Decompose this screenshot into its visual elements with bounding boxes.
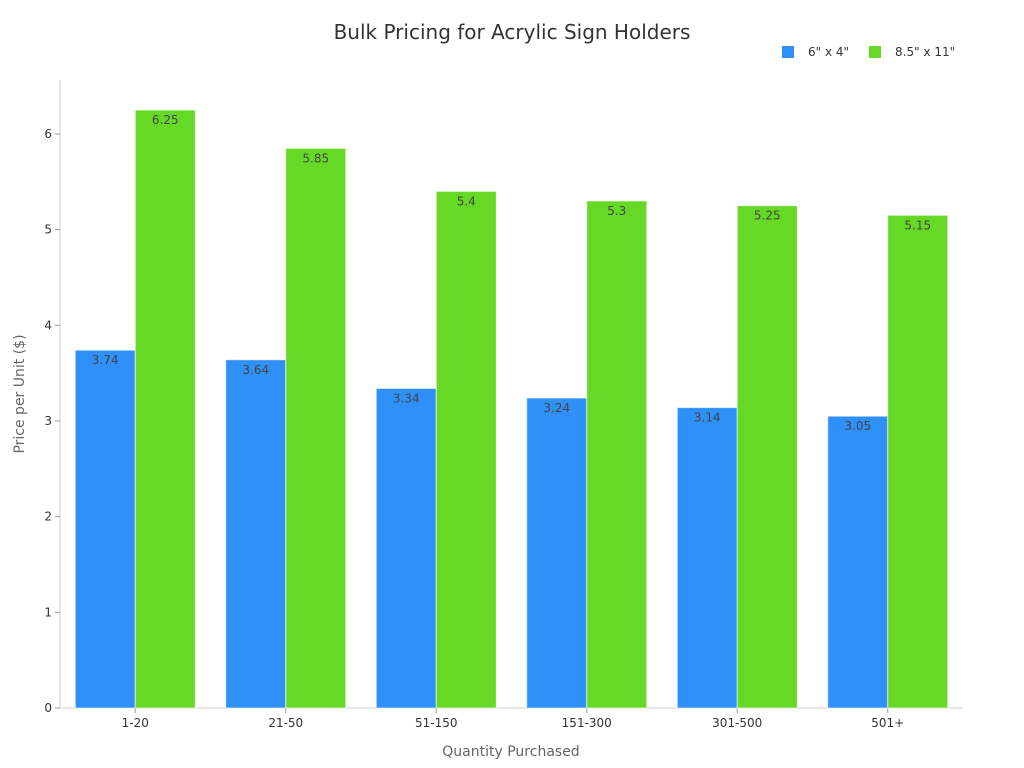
bar-value-label: 3.24 xyxy=(543,401,570,415)
bar-value-label: 5.15 xyxy=(904,218,931,232)
legend-item-8-5x11[interactable]: 8.5" x 11" xyxy=(869,45,955,59)
x-tick-label: 151-300 xyxy=(562,716,612,730)
bar-value-label: 5.3 xyxy=(607,204,626,218)
bar-value-label: 3.74 xyxy=(92,353,119,367)
y-tick-label: 2 xyxy=(44,510,52,524)
bar-small-301-500[interactable] xyxy=(676,407,738,709)
x-tick-label: 21-50 xyxy=(268,716,303,730)
bar-value-label: 3.34 xyxy=(393,391,420,405)
y-tick-label: 4 xyxy=(44,318,52,332)
y-tick-label: 5 xyxy=(44,223,52,237)
bar-value-label: 3.05 xyxy=(844,419,871,433)
bar-value-label: 3.64 xyxy=(242,363,269,377)
y-tick-label: 0 xyxy=(44,701,52,715)
bars: 3.74 6.25 3.64 5.85 3.34 5.4 3.24 5.3 3.14 5.25 3.… xyxy=(74,109,949,709)
bar-small-51-150[interactable] xyxy=(375,387,437,709)
bar-large-301-500[interactable] xyxy=(736,205,798,709)
bar-small-1-20[interactable] xyxy=(74,349,136,709)
x-axis: 1-20 21-50 51-150 151-300 301-500 501+ xyxy=(60,707,963,730)
bar-value-label: 5.85 xyxy=(302,151,329,165)
y-tick-label: 6 xyxy=(44,127,52,141)
chart-legend: 6" x 4" 8.5" x 11" xyxy=(782,45,975,59)
legend-swatch-6x4 xyxy=(782,46,794,58)
x-tick-label: 501+ xyxy=(871,716,904,730)
bar-value-label: 5.4 xyxy=(457,194,476,208)
y-tick-label: 3 xyxy=(44,414,52,428)
bar-large-501+[interactable] xyxy=(887,214,949,709)
legend-label-8-5x11: 8.5" x 11" xyxy=(895,45,956,59)
y-axis: 0 1 2 3 4 5 6 xyxy=(44,80,61,715)
y-tick-label: 1 xyxy=(44,605,52,619)
bar-small-151-300[interactable] xyxy=(526,397,588,709)
bar-value-label: 3.14 xyxy=(694,411,721,425)
legend-item-6x4[interactable]: 6" x 4" xyxy=(782,45,849,59)
legend-label-6x4: 6" x 4" xyxy=(808,45,850,59)
x-axis-label: Quantity Purchased xyxy=(442,744,579,760)
bar-small-21-50[interactable] xyxy=(225,359,287,709)
bar-large-1-20[interactable] xyxy=(134,109,196,709)
bar-value-label: 5.25 xyxy=(754,209,781,223)
x-tick-label: 301-500 xyxy=(712,716,762,730)
bar-large-21-50[interactable] xyxy=(285,147,347,709)
x-tick-label: 51-150 xyxy=(415,716,458,730)
legend-swatch-8-5x11 xyxy=(869,46,882,58)
x-tick-label: 1-20 xyxy=(122,716,149,730)
bar-large-51-150[interactable] xyxy=(435,190,497,709)
y-axis-label: Price per Unit ($) xyxy=(12,334,28,453)
chart-title: Bulk Pricing for Acrylic Sign Holders xyxy=(333,20,691,44)
bar-value-label: 6.25 xyxy=(152,113,179,127)
bar-small-501+[interactable] xyxy=(827,415,889,709)
bar-large-151-300[interactable] xyxy=(586,200,648,709)
